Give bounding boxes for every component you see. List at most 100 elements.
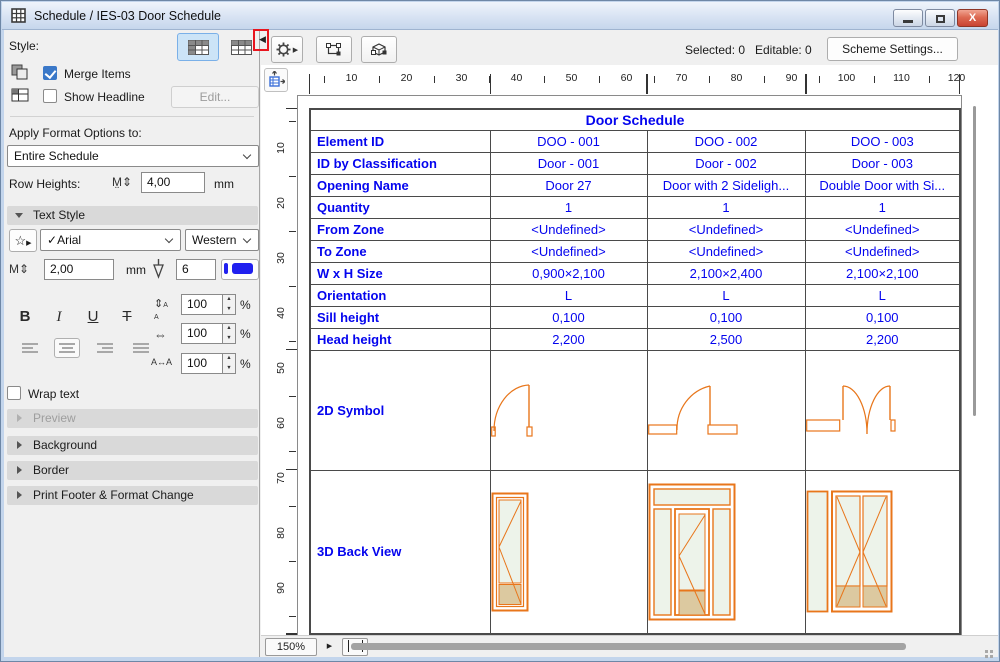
table-title[interactable]: Door Schedule: [309, 108, 961, 131]
collapse-panel-arrow-icon[interactable]: ◀: [259, 34, 266, 44]
value-cell[interactable]: <Undefined>: [804, 217, 961, 241]
print-footer-section-header[interactable]: Print Footer & Format Change: [7, 486, 258, 505]
bold-button[interactable]: B: [19, 308, 31, 325]
row-label-cell[interactable]: ID by Classification: [309, 151, 491, 175]
show-in-3d-button[interactable]: [361, 36, 397, 63]
text-style-section-header[interactable]: Text Style: [7, 206, 258, 225]
ruler-origin-button[interactable]: [264, 68, 288, 92]
row-label-cell[interactable]: 2D Symbol: [309, 349, 491, 471]
value-cell[interactable]: Door - 001: [489, 151, 648, 175]
align-justify-button[interactable]: [128, 338, 154, 358]
language-dropdown[interactable]: Western: [185, 229, 259, 251]
value-cell[interactable]: Door - 003: [804, 151, 961, 175]
row-label-cell[interactable]: 3D Back View: [309, 469, 491, 635]
value-cell[interactable]: Door with 2 Sideligh...: [646, 173, 806, 197]
preview-section-header[interactable]: Preview: [7, 409, 258, 428]
font-size-input[interactable]: 2,00: [44, 259, 114, 280]
wrap-text-checkbox[interactable]: [7, 386, 21, 400]
line-spacing-spinner[interactable]: ▲ ▼: [223, 294, 236, 315]
border-section-header[interactable]: Border: [7, 461, 258, 480]
background-section-header[interactable]: Background: [7, 436, 258, 455]
pen-number-input[interactable]: 6: [176, 259, 216, 280]
value-cell[interactable]: 2,200: [804, 327, 961, 351]
apply-format-dropdown[interactable]: Entire Schedule: [7, 145, 259, 167]
settings-menu-button[interactable]: ▶: [271, 36, 303, 63]
value-cell[interactable]: 0,100: [804, 305, 961, 329]
tracking-spinner[interactable]: ▲ ▼: [223, 353, 236, 374]
value-cell[interactable]: DOO - 003: [804, 129, 961, 153]
schedule-grid-icon: [11, 8, 27, 24]
row-height-input[interactable]: 4,00: [141, 172, 205, 193]
value-cell[interactable]: L: [489, 283, 648, 307]
pen-color-button[interactable]: [221, 259, 259, 280]
value-cell[interactable]: <Undefined>: [804, 239, 961, 263]
row-label-cell[interactable]: Quantity: [309, 195, 491, 219]
zoom-menu-arrow-icon[interactable]: ▶: [326, 643, 333, 650]
vertical-scrollbar[interactable]: [973, 106, 976, 416]
back-view-3d-cell[interactable]: [804, 469, 961, 635]
value-cell[interactable]: 1: [646, 195, 806, 219]
symbol-2d-cell[interactable]: [646, 349, 806, 471]
symbol-2d-cell[interactable]: [804, 349, 961, 471]
row-label-cell[interactable]: Element ID: [309, 129, 491, 153]
minimize-button[interactable]: [893, 9, 923, 27]
title-bar[interactable]: Schedule / IES-03 Door Schedule X: [2, 2, 998, 30]
horizontal-scrollbar[interactable]: [351, 643, 906, 650]
value-cell[interactable]: Door - 002: [646, 151, 806, 175]
zoom-level-button[interactable]: 150%: [265, 638, 317, 656]
style-grid-plain-button[interactable]: [223, 33, 260, 61]
value-cell[interactable]: DOO - 001: [489, 129, 648, 153]
select-elements-button[interactable]: [316, 36, 352, 63]
tracking-input[interactable]: 100: [181, 353, 223, 374]
value-cell[interactable]: 2,200: [489, 327, 648, 351]
value-cell[interactable]: 0,100: [646, 305, 806, 329]
back-view-3d-cell[interactable]: [489, 469, 648, 635]
show-headline-checkbox[interactable]: [43, 89, 57, 103]
value-cell[interactable]: 2,100×2,400: [646, 261, 806, 285]
value-cell[interactable]: <Undefined>: [489, 239, 648, 263]
align-right-button[interactable]: [92, 338, 118, 358]
align-left-button[interactable]: [17, 338, 43, 358]
symbol-2d-cell[interactable]: [489, 349, 648, 471]
value-cell[interactable]: L: [804, 283, 961, 307]
close-button[interactable]: X: [957, 9, 988, 27]
value-cell[interactable]: 2,500: [646, 327, 806, 351]
scheme-settings-button[interactable]: Scheme Settings...: [827, 37, 958, 61]
value-cell[interactable]: <Undefined>: [646, 239, 806, 263]
ruler-number: 50: [275, 362, 287, 374]
underline-button[interactable]: U: [87, 308, 99, 325]
row-label-cell[interactable]: From Zone: [309, 217, 491, 241]
value-cell[interactable]: 2,100×2,100: [804, 261, 961, 285]
value-cell[interactable]: Door 27: [489, 173, 648, 197]
ruler-number: 20: [400, 72, 413, 84]
strikethrough-button[interactable]: T: [122, 308, 132, 325]
row-label-cell[interactable]: Sill height: [309, 305, 491, 329]
value-cell[interactable]: DOO - 002: [646, 129, 806, 153]
merge-items-checkbox[interactable]: [43, 66, 57, 80]
resize-grip[interactable]: [990, 650, 993, 653]
edit-headline-button[interactable]: Edit...: [171, 86, 259, 108]
width-factor-input[interactable]: 100: [181, 323, 223, 344]
row-label-cell[interactable]: Head height: [309, 327, 491, 351]
value-cell[interactable]: Double Door with Si...: [804, 173, 961, 197]
style-grid-headers-button[interactable]: [177, 33, 219, 61]
value-cell[interactable]: <Undefined>: [646, 217, 806, 241]
italic-button[interactable]: I: [56, 309, 62, 325]
line-spacing-input[interactable]: 100: [181, 294, 223, 315]
back-view-3d-cell[interactable]: [646, 469, 806, 635]
value-cell[interactable]: L: [646, 283, 806, 307]
restore-button[interactable]: [925, 9, 955, 27]
row-label-cell[interactable]: To Zone: [309, 239, 491, 263]
value-cell[interactable]: 1: [804, 195, 961, 219]
favorite-style-button[interactable]: ☆▶: [9, 229, 37, 252]
value-cell[interactable]: 1: [489, 195, 648, 219]
value-cell[interactable]: 0,900×2,100: [489, 261, 648, 285]
row-label-cell[interactable]: W x H Size: [309, 261, 491, 285]
value-cell[interactable]: 0,100: [489, 305, 648, 329]
row-label-cell[interactable]: Opening Name: [309, 173, 491, 197]
row-label-cell[interactable]: Orientation: [309, 283, 491, 307]
width-factor-spinner[interactable]: ▲ ▼: [223, 323, 236, 344]
font-dropdown[interactable]: ✓Arial: [40, 229, 181, 251]
value-cell[interactable]: <Undefined>: [489, 217, 648, 241]
align-center-button[interactable]: [54, 338, 80, 358]
